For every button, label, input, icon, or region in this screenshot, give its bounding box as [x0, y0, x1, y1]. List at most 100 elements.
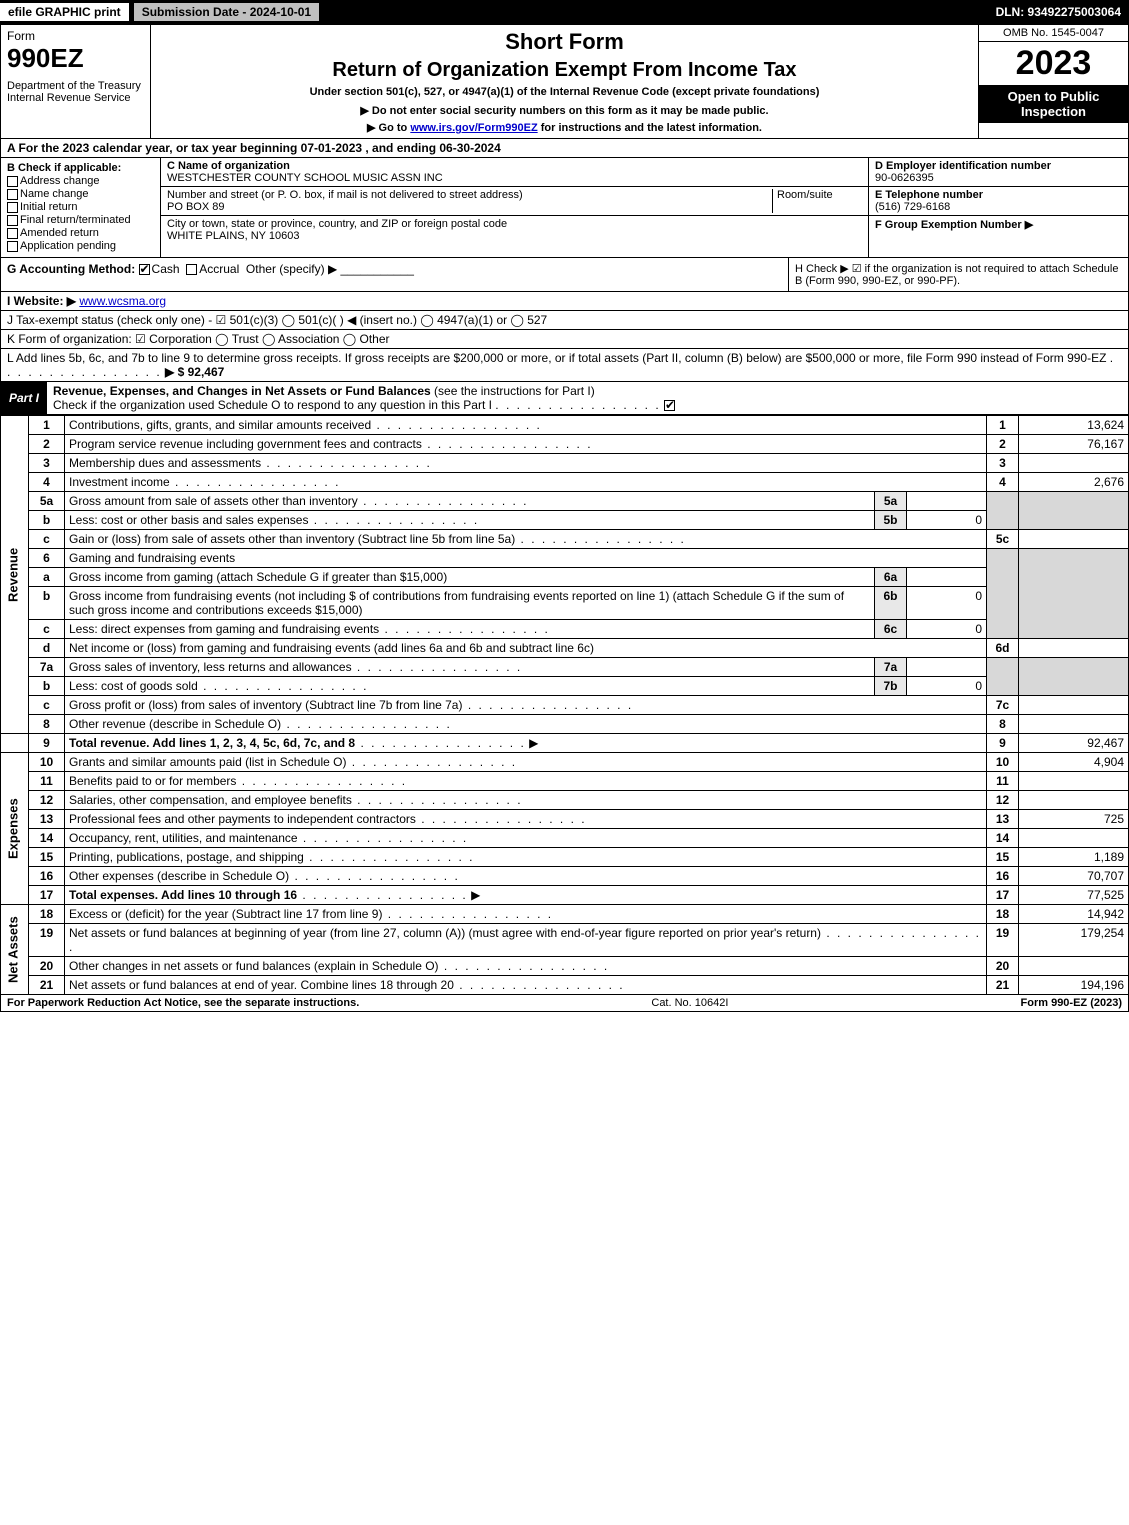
- footer-left: For Paperwork Reduction Act Notice, see …: [7, 997, 359, 1009]
- header-mid: Short Form Return of Organization Exempt…: [151, 25, 978, 138]
- l-amount: ▶ $ 92,467: [165, 365, 224, 379]
- short-form-label: Short Form: [159, 29, 970, 55]
- city-label: City or town, state or province, country…: [167, 218, 507, 230]
- line-rnum: 4: [987, 473, 1019, 492]
- goto-pre: ▶ Go to: [367, 122, 410, 134]
- line-inval: 0: [907, 587, 987, 620]
- line-innum: 6b: [875, 587, 907, 620]
- line-rnum: 18: [987, 905, 1019, 924]
- row-a-period: A For the 2023 calendar year, or tax yea…: [0, 139, 1129, 158]
- chk-cash[interactable]: [139, 264, 150, 275]
- line-rval: 725: [1019, 810, 1129, 829]
- line-rnum: 8: [987, 715, 1019, 734]
- goto-link[interactable]: www.irs.gov/Form990EZ: [410, 122, 537, 134]
- i-label: I Website: ▶: [7, 294, 76, 308]
- line-desc: Grants and similar amounts paid (list in…: [65, 753, 987, 772]
- line-num: 14: [29, 829, 65, 848]
- chk-application-pending[interactable]: Application pending: [7, 240, 154, 252]
- chk-address-change[interactable]: Address change: [7, 175, 154, 187]
- row-l-gross-receipts: L Add lines 5b, 6c, and 7b to line 9 to …: [0, 349, 1129, 382]
- line-rnum: 9: [987, 734, 1019, 753]
- line-inval: [907, 568, 987, 587]
- line-num: 18: [29, 905, 65, 924]
- part1-check-line: Check if the organization used Schedule …: [53, 398, 492, 412]
- line-num: 3: [29, 454, 65, 473]
- line-num: 17: [29, 886, 65, 905]
- line-desc: Less: cost or other basis and sales expe…: [65, 511, 875, 530]
- line-desc: Salaries, other compensation, and employ…: [65, 791, 987, 810]
- other-label: Other (specify) ▶: [246, 262, 337, 276]
- line-num: d: [29, 639, 65, 658]
- line-rval: 13,624: [1019, 416, 1129, 435]
- grey-cell: [987, 658, 1019, 696]
- line-num: 15: [29, 848, 65, 867]
- line-inval: 0: [907, 511, 987, 530]
- line-desc: Other expenses (describe in Schedule O): [65, 867, 987, 886]
- line-rval: [1019, 791, 1129, 810]
- line-rval: 2,676: [1019, 473, 1129, 492]
- grey-cell: [987, 549, 1019, 639]
- goto-post: for instructions and the latest informat…: [538, 122, 762, 134]
- row-a-text: A For the 2023 calendar year, or tax yea…: [7, 141, 501, 155]
- line-desc: Gross income from fundraising events (no…: [65, 587, 875, 620]
- line-rval: [1019, 530, 1129, 549]
- line-desc: Gross sales of inventory, less returns a…: [65, 658, 875, 677]
- line-rval: 179,254: [1019, 924, 1129, 957]
- chk-label: Application pending: [20, 240, 116, 252]
- line-num: 7a: [29, 658, 65, 677]
- e-phone-cell: E Telephone number (516) 729-6168: [869, 187, 1128, 216]
- line-rval: [1019, 829, 1129, 848]
- line-num: a: [29, 568, 65, 587]
- f-label: F Group Exemption Number ▶: [875, 219, 1033, 231]
- part1-header: Part I Revenue, Expenses, and Changes in…: [0, 382, 1129, 415]
- row-gh: G Accounting Method: Cash Accrual Other …: [0, 258, 1129, 292]
- ssn-note: ▶ Do not enter social security numbers o…: [159, 104, 970, 117]
- line-innum: 5b: [875, 511, 907, 530]
- chk-label: Initial return: [20, 201, 77, 213]
- line-num: c: [29, 530, 65, 549]
- line-desc: Total revenue. Add lines 1, 2, 3, 4, 5c,…: [65, 734, 987, 753]
- part1-check[interactable]: [664, 400, 675, 411]
- line-rnum: 11: [987, 772, 1019, 791]
- line-rnum: 6d: [987, 639, 1019, 658]
- grey-cell: [1019, 549, 1129, 639]
- line-rnum: 15: [987, 848, 1019, 867]
- line-rnum: 1: [987, 416, 1019, 435]
- line-rval: 194,196: [1019, 976, 1129, 995]
- website-link[interactable]: www.wcsma.org: [79, 294, 166, 308]
- line-num: 12: [29, 791, 65, 810]
- line-desc: Occupancy, rent, utilities, and maintena…: [65, 829, 987, 848]
- chk-accrual[interactable]: [186, 264, 197, 275]
- line-inval: [907, 492, 987, 511]
- row-j-tax-status: J Tax-exempt status (check only one) - ☑…: [0, 311, 1129, 330]
- line-num: b: [29, 677, 65, 696]
- line-innum: 5a: [875, 492, 907, 511]
- chk-amended-return[interactable]: Amended return: [7, 227, 154, 239]
- part1-table: Revenue 1 Contributions, gifts, grants, …: [0, 415, 1129, 995]
- grey-cell: [987, 492, 1019, 530]
- phone-value: (516) 729-6168: [875, 201, 950, 213]
- tax-year: 2023: [979, 42, 1128, 85]
- line-rnum: 2: [987, 435, 1019, 454]
- line-num: c: [29, 620, 65, 639]
- line-innum: 7b: [875, 677, 907, 696]
- line-num: b: [29, 511, 65, 530]
- part1-title: Revenue, Expenses, and Changes in Net As…: [47, 382, 1128, 414]
- chk-name-change[interactable]: Name change: [7, 188, 154, 200]
- efile-print-badge: efile GRAPHIC print: [0, 3, 129, 21]
- chk-initial-return[interactable]: Initial return: [7, 201, 154, 213]
- line-inval: [907, 658, 987, 677]
- chk-final-return[interactable]: Final return/terminated: [7, 214, 154, 226]
- cash-label: Cash: [152, 262, 180, 276]
- grey-cell: [1019, 492, 1129, 530]
- line-rval: 1,189: [1019, 848, 1129, 867]
- line-desc: Membership dues and assessments: [65, 454, 987, 473]
- line-rval: 76,167: [1019, 435, 1129, 454]
- line-num: 11: [29, 772, 65, 791]
- section-bcdef: B Check if applicable: Address change Na…: [0, 158, 1129, 258]
- ein-value: 90-0626395: [875, 172, 934, 184]
- line-rnum: 20: [987, 957, 1019, 976]
- chk-label: Name change: [20, 188, 89, 200]
- line-rnum: 13: [987, 810, 1019, 829]
- line-num: 2: [29, 435, 65, 454]
